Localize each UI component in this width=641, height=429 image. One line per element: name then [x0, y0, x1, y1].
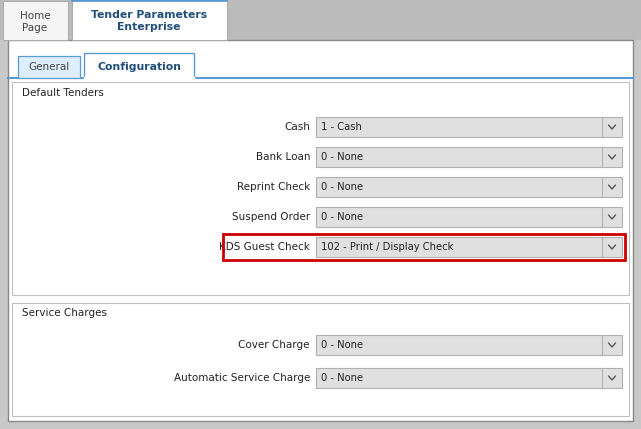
Text: Enterprise: Enterprise: [117, 22, 181, 32]
Bar: [316, 335, 622, 355]
Text: 0 - None: 0 - None: [321, 152, 363, 162]
Text: Automatic Service Charge: Automatic Service Charge: [174, 373, 310, 383]
Bar: [316, 177, 622, 197]
Bar: [84, 53, 194, 78]
Bar: [316, 117, 622, 137]
Bar: [0, 0, 641, 40]
Bar: [316, 207, 622, 227]
Bar: [316, 368, 622, 388]
Text: Page: Page: [22, 23, 47, 33]
Text: 0 - None: 0 - None: [321, 212, 363, 222]
Text: Tender Parameters: Tender Parameters: [91, 10, 207, 20]
Text: Cover Charge: Cover Charge: [238, 340, 310, 350]
Text: Home: Home: [20, 11, 50, 21]
Text: Reprint Check: Reprint Check: [237, 182, 310, 192]
Text: 1 - Cash: 1 - Cash: [321, 122, 362, 132]
Text: Default Tenders: Default Tenders: [22, 88, 104, 98]
Text: Configuration: Configuration: [97, 61, 181, 72]
Bar: [3, 1, 68, 40]
Text: 0 - None: 0 - None: [321, 182, 363, 192]
Bar: [316, 237, 622, 257]
Text: 0 - None: 0 - None: [321, 373, 363, 383]
Text: KDS Guest Check: KDS Guest Check: [219, 242, 310, 252]
Bar: [8, 40, 633, 421]
Bar: [223, 234, 625, 260]
Text: Cash: Cash: [284, 122, 310, 132]
Text: Bank Loan: Bank Loan: [256, 152, 310, 162]
Text: Suspend Order: Suspend Order: [232, 212, 310, 222]
Text: General: General: [28, 62, 70, 72]
Bar: [72, 0, 227, 40]
Bar: [18, 56, 80, 78]
Text: Service Charges: Service Charges: [22, 308, 107, 318]
Bar: [12, 303, 629, 416]
Bar: [316, 147, 622, 167]
Bar: [12, 82, 629, 295]
Text: 102 - Print / Display Check: 102 - Print / Display Check: [321, 242, 453, 252]
Text: 0 - None: 0 - None: [321, 340, 363, 350]
